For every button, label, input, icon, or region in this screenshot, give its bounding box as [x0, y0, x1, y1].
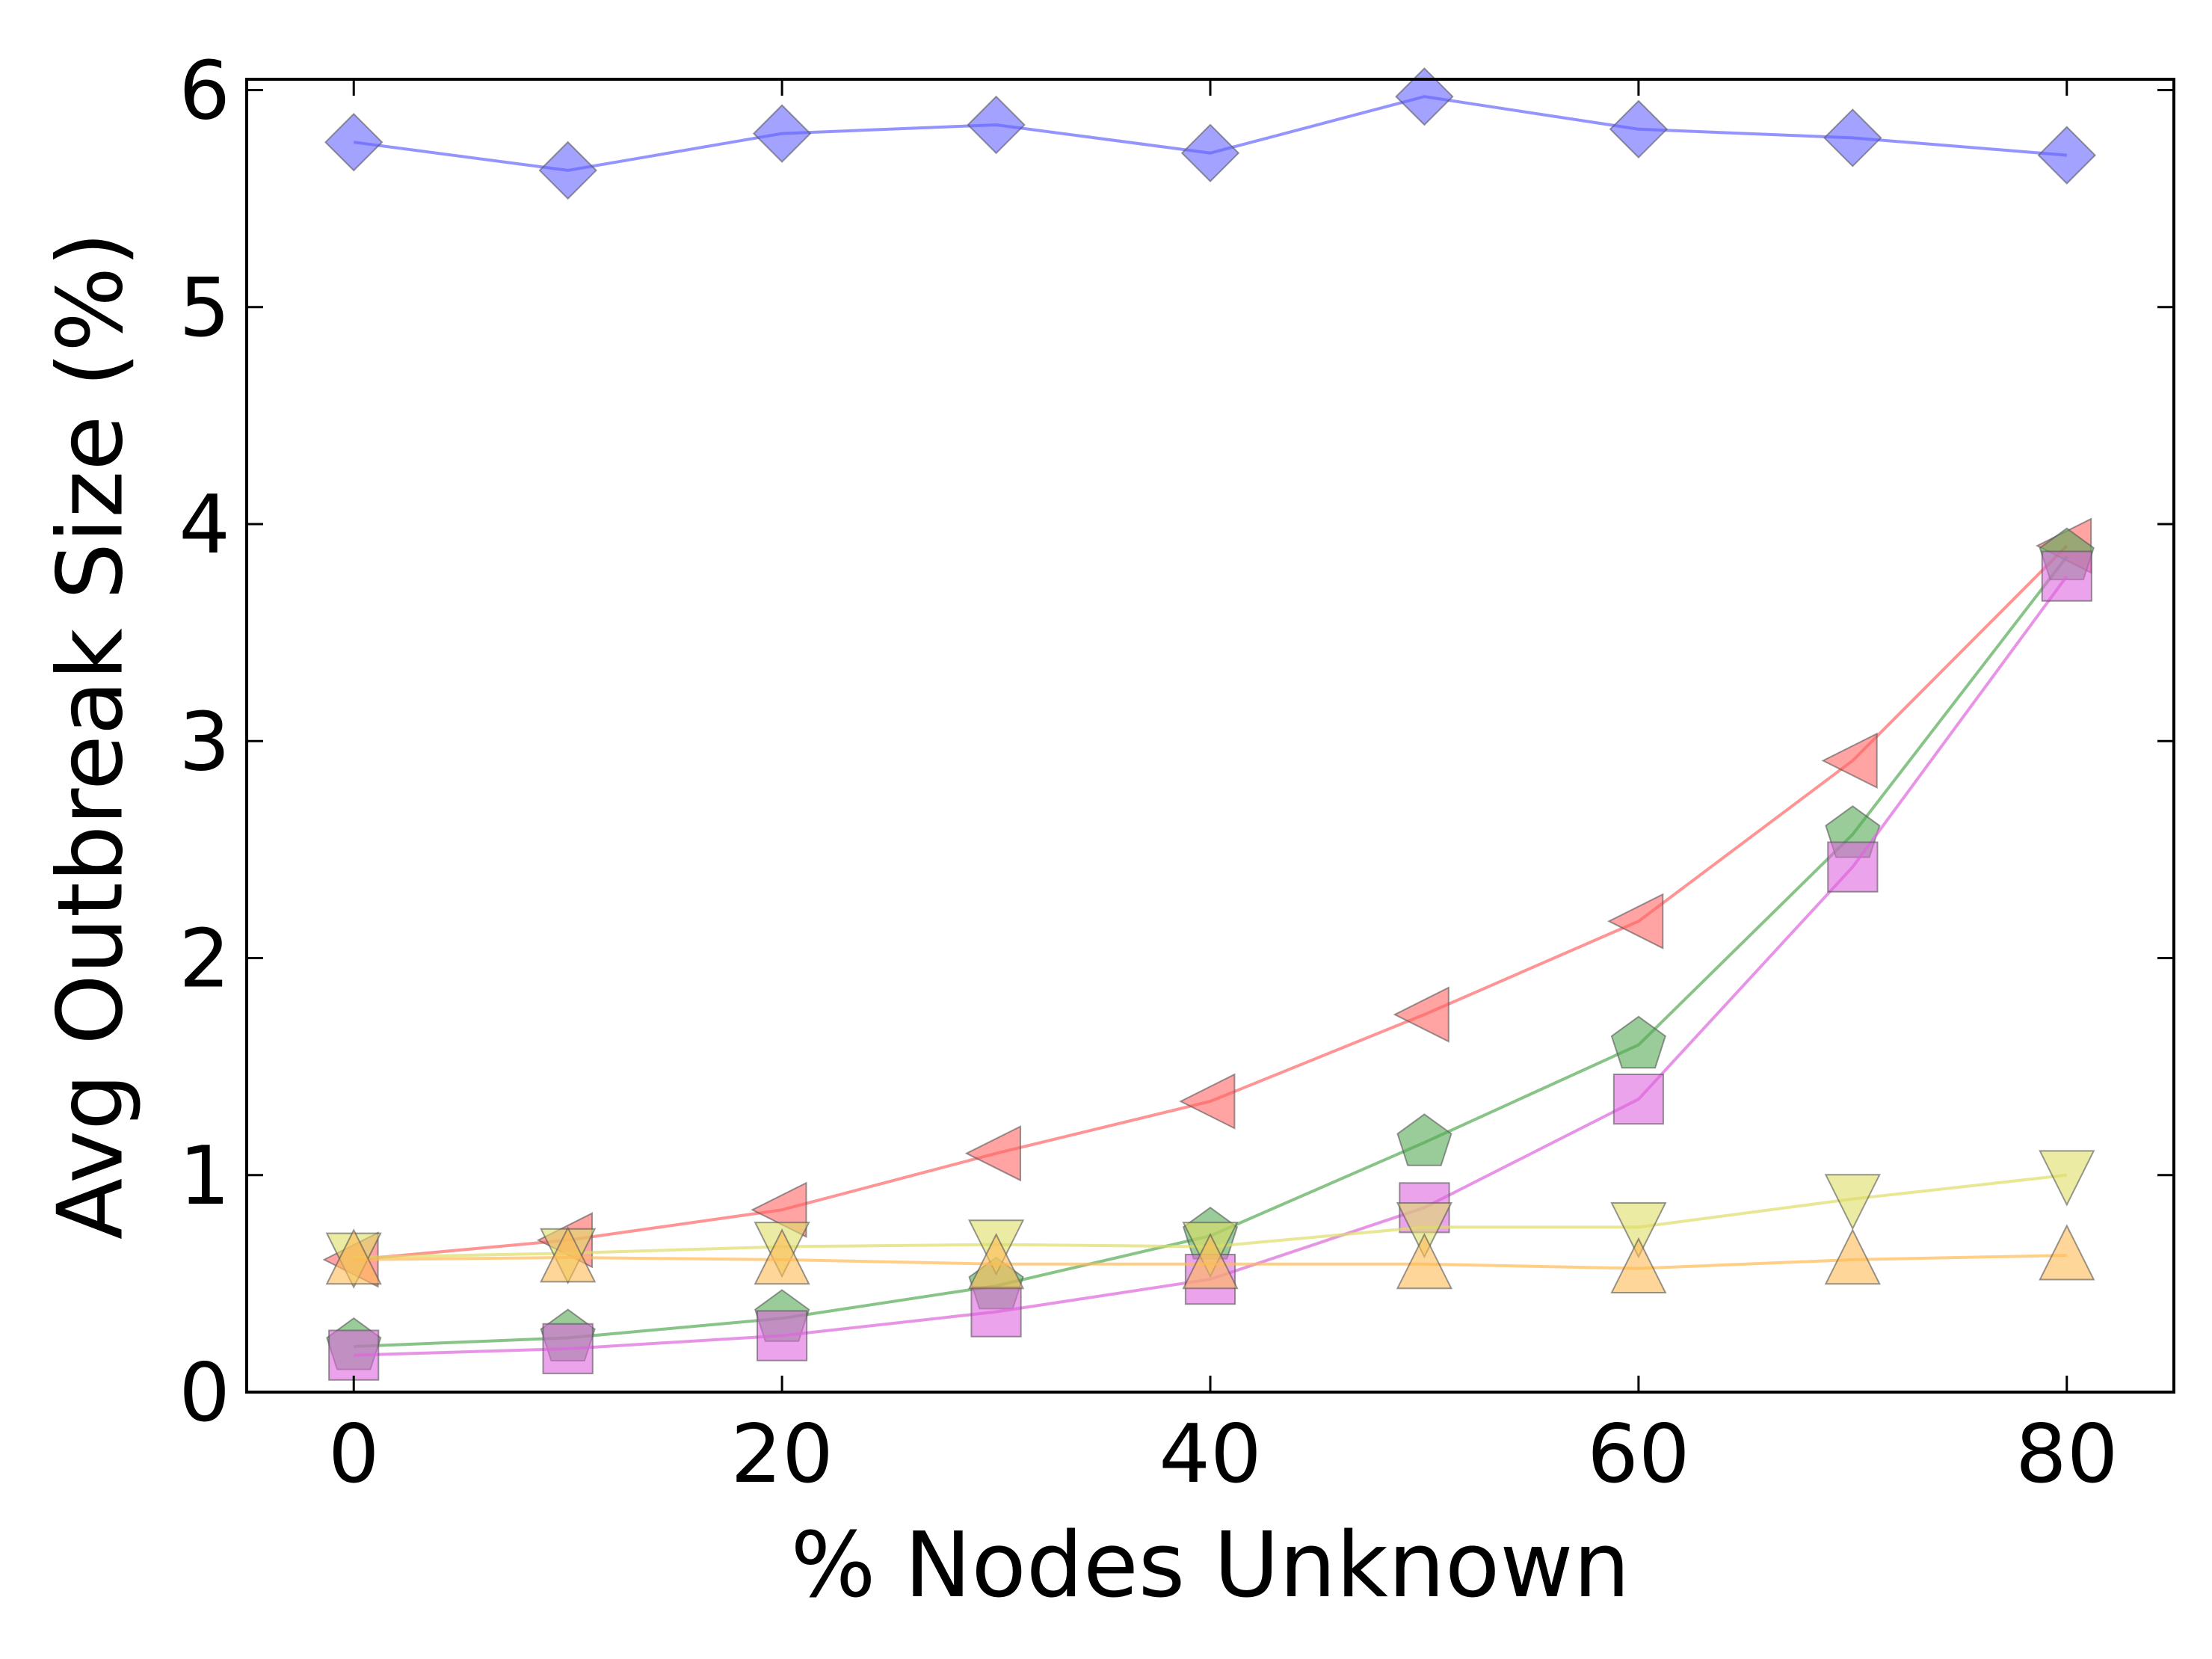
data-point	[538, 141, 597, 200]
series-diamond	[324, 67, 2097, 200]
data-point	[1824, 1174, 1881, 1231]
data-point	[754, 1228, 810, 1285]
data-point	[2039, 1224, 2095, 1281]
series-layer	[322, 67, 2097, 1381]
data-point	[540, 1226, 597, 1283]
x-axis-label: % Nodes Unknown	[790, 1514, 1630, 1618]
data-point	[1182, 1232, 1239, 1290]
x-tick-label: 20	[730, 1408, 833, 1501]
y-tick-label: 3	[179, 695, 230, 789]
data-point	[1396, 1232, 1453, 1290]
y-tick-label: 5	[179, 262, 230, 355]
data-point	[964, 1125, 1021, 1182]
data-point	[1179, 1073, 1236, 1130]
series-triangle-up	[325, 1224, 2095, 1293]
series-line	[354, 544, 2068, 1261]
data-point	[752, 104, 812, 163]
data-point	[1827, 841, 1879, 893]
data-point	[970, 1286, 1022, 1338]
data-point	[1395, 67, 1454, 126]
data-point	[1612, 1074, 1664, 1125]
data-point	[328, 1329, 380, 1381]
series-triangle-left	[322, 517, 2092, 1288]
x-tick-label: 60	[1587, 1408, 1689, 1501]
data-point	[1393, 986, 1449, 1043]
data-point	[2037, 126, 2097, 185]
ticks-layer: 0 20 40 60 80 0 1 2 3 4 5 6	[179, 45, 2174, 1501]
data-point	[542, 1323, 594, 1375]
data-point	[1396, 1202, 1453, 1259]
x-tick-label: 80	[2015, 1408, 2118, 1501]
data-point	[1607, 893, 1664, 949]
y-axis-label: Avg Outbreak Size (%)	[40, 232, 144, 1240]
data-point	[1610, 1015, 1666, 1069]
data-point	[2041, 550, 2092, 602]
y-tick-label: 6	[179, 45, 230, 138]
y-tick-label: 0	[179, 1346, 230, 1440]
data-point	[1180, 123, 1240, 182]
data-point	[757, 1310, 808, 1361]
data-point	[967, 1232, 1025, 1290]
data-point	[1610, 1202, 1667, 1259]
y-tick-label: 4	[179, 478, 230, 572]
data-point	[1821, 732, 1878, 790]
data-point	[1824, 1228, 1881, 1285]
data-point	[1609, 99, 1669, 159]
data-point	[325, 1228, 382, 1285]
x-tick-label: 40	[1159, 1408, 1261, 1501]
data-point	[1610, 1237, 1667, 1293]
data-point	[2039, 1150, 2095, 1207]
y-tick-label: 1	[179, 1130, 230, 1223]
y-tick-label: 2	[179, 913, 230, 1006]
data-point	[1823, 108, 1882, 167]
x-tick-label: 0	[328, 1408, 380, 1501]
data-point	[1396, 1113, 1452, 1166]
data-point	[324, 112, 383, 172]
data-point	[967, 95, 1026, 155]
